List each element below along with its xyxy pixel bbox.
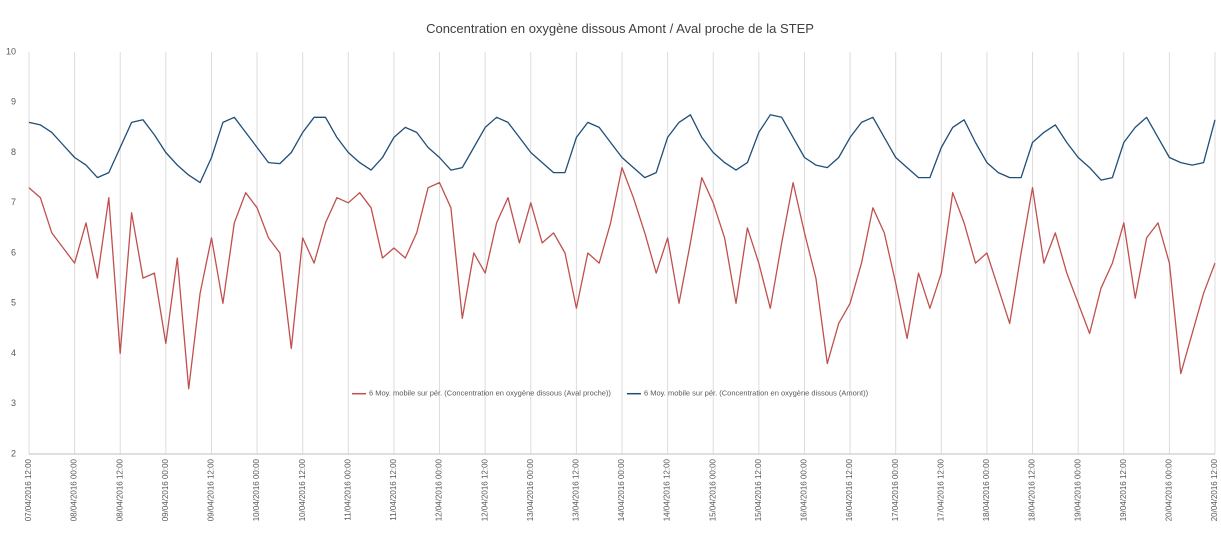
- x-tick-label: 11/04/2016 12:00: [389, 458, 398, 520]
- chart-title: Concentration en oxygène dissous Amont /…: [426, 21, 814, 36]
- y-tick-label: 8: [11, 147, 16, 157]
- x-tick-label: 18/04/2016 00:00: [982, 458, 991, 521]
- x-tick-label: 12/04/2016 12:00: [480, 458, 489, 521]
- x-tick-label: 07/04/2016 12:00: [24, 458, 33, 521]
- x-tick-label: 12/04/2016 00:00: [435, 458, 444, 521]
- y-tick-label: 10: [6, 46, 16, 56]
- x-tick-label: 20/04/2016 12:00: [1210, 458, 1219, 521]
- y-tick-label: 4: [11, 348, 16, 358]
- x-tick-label: 19/04/2016 12:00: [1119, 458, 1128, 521]
- x-tick-label: 16/04/2016 00:00: [800, 458, 809, 521]
- y-tick-label: 7: [11, 197, 16, 207]
- x-tick-label: 09/04/2016 00:00: [161, 458, 170, 521]
- x-tick-label: 17/04/2016 12:00: [936, 458, 945, 521]
- legend-label: 6 Moy. mobile sur pér. (Concentration en…: [644, 389, 869, 398]
- series-line: [28, 114, 1216, 184]
- y-tick-label: 6: [11, 247, 16, 257]
- x-tick-label: 09/04/2016 12:00: [207, 458, 216, 521]
- x-tick-label: 15/04/2016 00:00: [708, 458, 717, 521]
- x-tick-label: 10/04/2016 00:00: [252, 458, 261, 521]
- x-tick-label: 13/04/2016 00:00: [526, 458, 535, 521]
- x-tick-label: 11/04/2016 00:00: [343, 458, 352, 520]
- x-tick-label: 18/04/2016 12:00: [1028, 458, 1037, 521]
- x-tick-label: 08/04/2016 12:00: [115, 458, 124, 521]
- x-tick-label: 17/04/2016 00:00: [891, 458, 900, 521]
- y-tick-label: 2: [11, 448, 16, 458]
- x-tick-label: 14/04/2016 00:00: [617, 458, 626, 521]
- y-tick-label: 5: [11, 298, 16, 308]
- x-tick-label: 19/04/2016 00:00: [1073, 458, 1082, 521]
- x-tick-label: 15/04/2016 12:00: [754, 458, 763, 521]
- series-line: [28, 166, 1216, 390]
- y-tick-label: 9: [11, 97, 16, 107]
- x-tick-label: 20/04/2016 00:00: [1164, 458, 1173, 521]
- x-tick-label: 16/04/2016 12:00: [845, 458, 854, 521]
- x-tick-label: 14/04/2016 12:00: [663, 458, 672, 521]
- y-tick-label: 3: [11, 398, 16, 408]
- x-tick-label: 10/04/2016 12:00: [298, 458, 307, 521]
- x-tick-label: 08/04/2016 00:00: [70, 458, 79, 521]
- x-tick-label: 13/04/2016 12:00: [571, 458, 580, 521]
- legend-label: 6 Moy. mobile sur pér. (Concentration en…: [369, 389, 611, 398]
